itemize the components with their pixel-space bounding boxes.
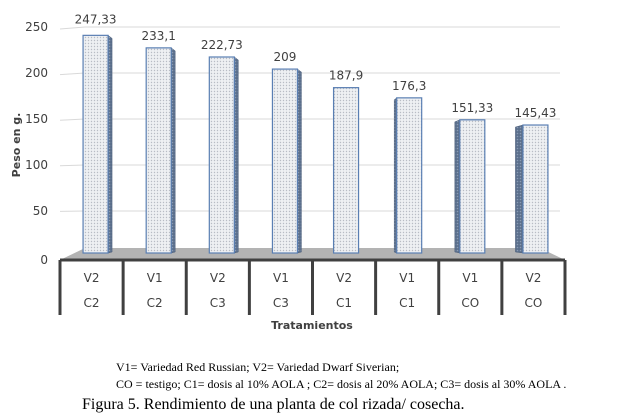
category-variety-label: V1 bbox=[462, 271, 478, 285]
y-axis-title: Peso en g. bbox=[10, 113, 23, 178]
bar-1 bbox=[146, 48, 175, 253]
category-variety-label: V2 bbox=[336, 271, 352, 285]
chart-floor bbox=[60, 248, 565, 260]
bar-side bbox=[515, 125, 523, 253]
bar-face bbox=[334, 88, 359, 253]
category-dose-label: C3 bbox=[210, 296, 226, 310]
bar-4 bbox=[334, 88, 359, 253]
bar-face bbox=[460, 120, 485, 253]
category-variety-label: V2 bbox=[210, 271, 226, 285]
y-tick-label: 50 bbox=[33, 204, 48, 218]
data-label: 209 bbox=[273, 50, 296, 64]
y-tick-label: 250 bbox=[25, 20, 48, 34]
bar-6 bbox=[455, 120, 485, 253]
category-dose-label: C1 bbox=[336, 296, 352, 310]
bar-7 bbox=[515, 125, 548, 253]
bar-face bbox=[209, 57, 234, 253]
y-axis: 0 50 100 150 200 250 bbox=[25, 20, 48, 267]
data-label: 187,9 bbox=[329, 69, 363, 83]
category-dose-label: CO bbox=[461, 296, 479, 310]
category-variety-label: V1 bbox=[399, 271, 415, 285]
y-tick-label: 0 bbox=[40, 253, 48, 267]
gridline-left bbox=[60, 73, 85, 75]
gridline-left bbox=[60, 119, 85, 120]
x-axis-categories: V2 C2 V1 C2 V2 C3 V1 C3 V2 C1 V1 C1 V1 CO V2 CO bbox=[60, 260, 565, 315]
bar-side bbox=[234, 57, 238, 253]
data-label: 233,1 bbox=[142, 29, 176, 43]
bar-face bbox=[397, 98, 422, 253]
bar-face bbox=[146, 48, 171, 253]
data-label: 247,33 bbox=[75, 12, 117, 26]
bar-face bbox=[272, 69, 297, 253]
bar-2 bbox=[209, 57, 238, 253]
category-dose-label: C2 bbox=[147, 296, 163, 310]
gridline-left bbox=[60, 27, 85, 29]
data-label: 145,43 bbox=[514, 106, 556, 120]
category-dose-label: CO bbox=[525, 296, 543, 310]
category-dose-label: C1 bbox=[399, 296, 415, 310]
bar-5 bbox=[394, 98, 422, 253]
bar-0 bbox=[83, 35, 112, 253]
bar-face bbox=[83, 35, 108, 253]
bar-side bbox=[171, 48, 175, 253]
y-tick-label: 150 bbox=[25, 112, 48, 126]
data-label: 151,33 bbox=[451, 101, 493, 115]
y-tick-label: 200 bbox=[25, 66, 48, 80]
category-variety-label: V2 bbox=[84, 271, 100, 285]
y-tick-label: 100 bbox=[25, 158, 48, 172]
gridline-left bbox=[60, 165, 85, 166]
figure-caption: Figura 5. Rendimiento de una planta de c… bbox=[82, 396, 465, 414]
bar-chart: 247,33 233,1 222,73 209 187,9 176,3 151,33 145,… bbox=[0, 0, 621, 340]
x-axis-title: Tratamientos bbox=[271, 319, 353, 332]
bars bbox=[83, 35, 548, 253]
data-label: 222,73 bbox=[201, 38, 243, 52]
category-variety-label: V2 bbox=[526, 271, 542, 285]
category-dose-label: C3 bbox=[273, 296, 289, 310]
bar-3 bbox=[272, 69, 301, 253]
legend-note-doses: CO = testigo; C1= dosis al 10% AOLA ; C2… bbox=[116, 377, 566, 392]
category-variety-label: V1 bbox=[147, 271, 163, 285]
category-dose-label: C2 bbox=[84, 296, 100, 310]
bar-side bbox=[455, 120, 460, 253]
bar-side bbox=[297, 69, 301, 253]
data-label: 176,3 bbox=[392, 79, 426, 93]
floor-plane bbox=[60, 248, 565, 260]
bar-face bbox=[523, 125, 548, 253]
category-variety-label: V1 bbox=[273, 271, 289, 285]
legend-note-varieties: V1= Variedad Red Russian; V2= Variedad D… bbox=[116, 360, 399, 375]
